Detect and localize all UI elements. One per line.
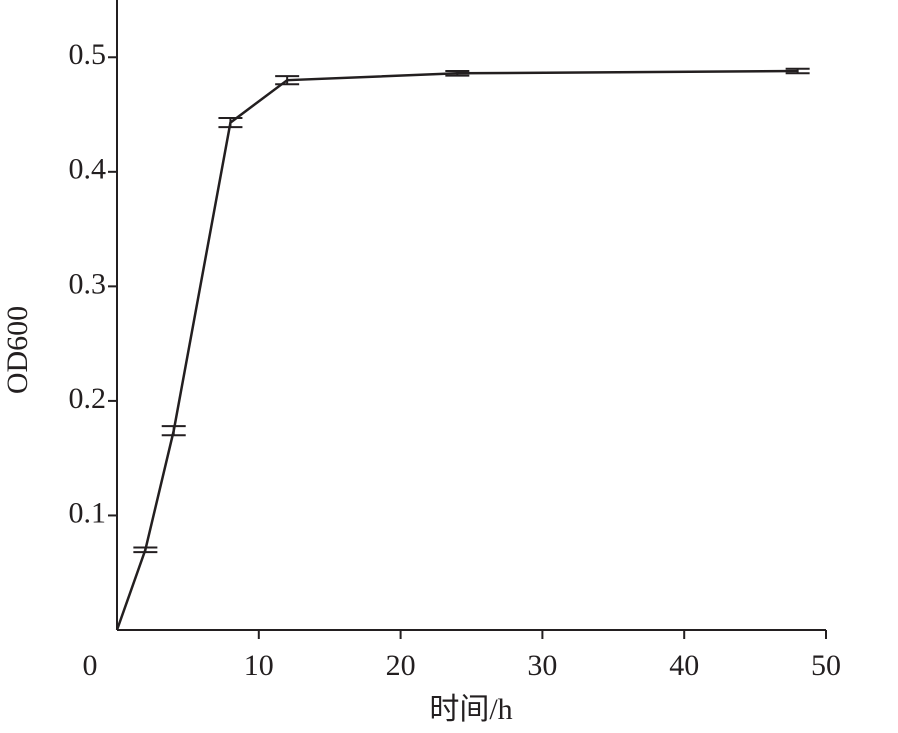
x-tick-label: 20 — [386, 649, 416, 682]
x-tick-label: 40 — [669, 649, 699, 682]
error-bar — [218, 116, 243, 129]
error-bar — [275, 75, 300, 86]
x-tick-label: 0 — [83, 649, 98, 682]
y-tick-label: 0.5 — [69, 38, 107, 71]
y-tick-label: 0.3 — [69, 267, 107, 300]
error-bar — [445, 70, 470, 77]
error-bar — [785, 67, 810, 75]
x-tick-label: 30 — [527, 649, 557, 682]
y-axis-label: OD600 — [1, 306, 34, 394]
error-bar — [161, 425, 186, 437]
x-tick-label: 50 — [811, 649, 841, 682]
y-tick-label: 0.2 — [69, 382, 107, 415]
error-bar — [133, 546, 158, 554]
x-tick-label: 10 — [244, 649, 274, 682]
y-tick-label: 0.1 — [69, 496, 107, 529]
line — [115, 69, 798, 631]
x-axis-label: 时间/h — [429, 693, 512, 726]
y-tick-label: 0.4 — [69, 153, 107, 186]
